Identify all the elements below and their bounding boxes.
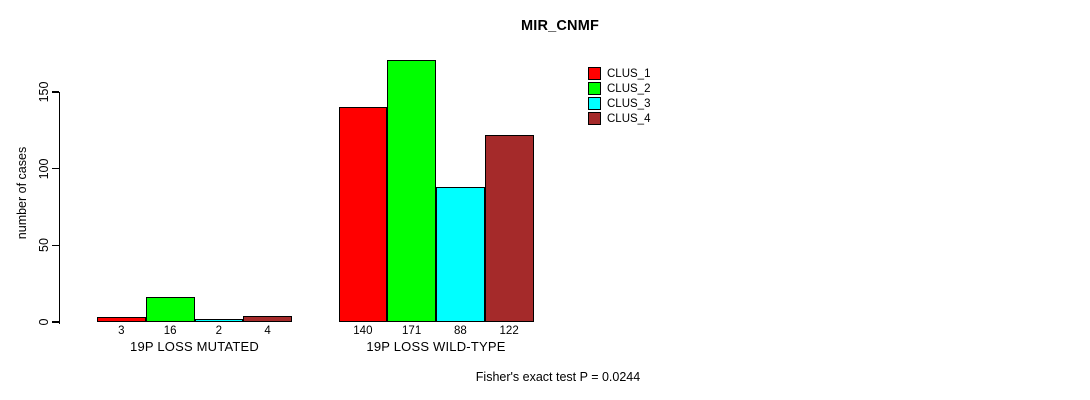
bar-clus_3-group2 bbox=[436, 187, 485, 322]
bar-value-label: 3 bbox=[118, 325, 125, 337]
y-axis-tick-label: 150 bbox=[37, 81, 51, 103]
y-axis-tick-label: 100 bbox=[37, 158, 51, 180]
bar-value-label: 88 bbox=[453, 325, 467, 337]
bar-clus_4-group2 bbox=[484, 134, 534, 322]
y-axis-tick bbox=[51, 321, 59, 323]
y-axis-tick-label: 50 bbox=[37, 238, 51, 253]
annotation-text: Fisher's exact test P = 0.0244 bbox=[475, 370, 641, 384]
y-axis-line bbox=[58, 92, 60, 324]
y-axis-label: number of cases bbox=[15, 146, 29, 240]
bar-value-label: 171 bbox=[402, 325, 422, 337]
bar-clus_2-group2 bbox=[387, 59, 436, 322]
group-label: 19P LOSS MUTATED bbox=[130, 339, 259, 354]
legend-label: CLUS_4 bbox=[607, 112, 651, 125]
legend-swatch-clus_3 bbox=[588, 97, 601, 110]
bar-value-label: 16 bbox=[163, 325, 177, 337]
group-label: 19P LOSS WILD-TYPE bbox=[366, 339, 506, 354]
bar-value-label: 140 bbox=[353, 325, 373, 337]
bar-value-label: 122 bbox=[499, 325, 519, 337]
bar-value-label: 2 bbox=[215, 325, 223, 337]
legend-item-clus_3: CLUS_3 bbox=[588, 97, 650, 110]
y-axis-tick-label: 0 bbox=[37, 318, 51, 326]
legend-label: CLUS_2 bbox=[607, 82, 651, 95]
legend-label: CLUS_1 bbox=[607, 67, 651, 80]
bar-clus_1-group1 bbox=[97, 317, 146, 322]
bar-clus_3-group1 bbox=[194, 318, 244, 322]
bar-clus_4-group1 bbox=[243, 315, 292, 322]
bar-value-label: 4 bbox=[264, 325, 271, 337]
legend-item-clus_4: CLUS_4 bbox=[588, 112, 650, 125]
legend-swatch-clus_4 bbox=[588, 112, 601, 125]
legend-swatch-clus_1 bbox=[588, 67, 601, 80]
legend-item-clus_1: CLUS_1 bbox=[588, 67, 650, 80]
bar-clus_2-group1 bbox=[145, 297, 195, 322]
legend-swatch-clus_2 bbox=[588, 82, 601, 95]
y-axis-tick bbox=[51, 91, 59, 93]
y-axis-tick bbox=[51, 167, 59, 170]
y-axis-tick bbox=[51, 244, 59, 247]
chart-title: MIR_CNMF bbox=[520, 18, 600, 34]
bar-clus_1-group2 bbox=[338, 107, 388, 322]
legend-label: CLUS_3 bbox=[607, 97, 651, 110]
legend-item-clus_2: CLUS_2 bbox=[588, 82, 650, 95]
